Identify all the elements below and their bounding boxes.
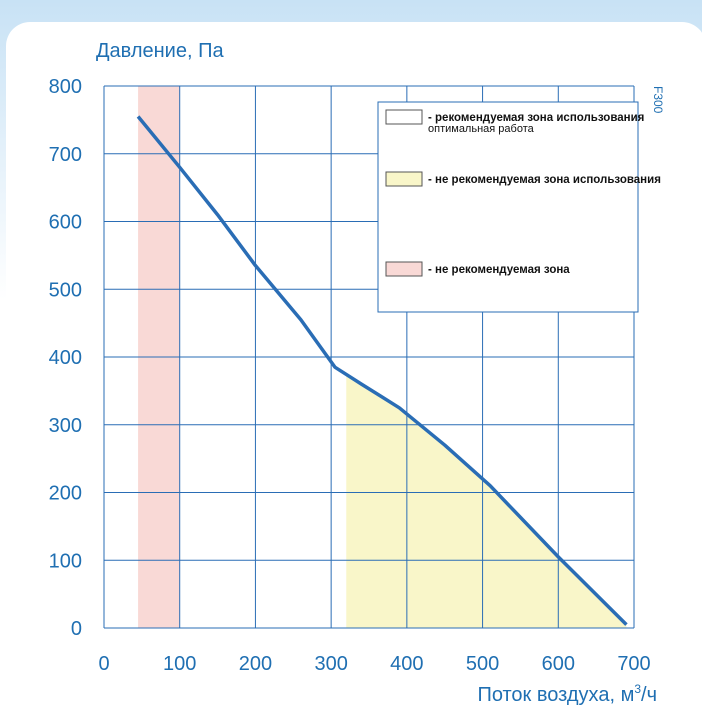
x-tick-label: 400 xyxy=(390,653,423,675)
x-axis-label-sup: 3 xyxy=(634,682,641,696)
y-tick-label: 200 xyxy=(49,483,82,505)
model-label: F300 xyxy=(651,86,665,114)
y-tick-label: 700 xyxy=(49,144,82,166)
x-tick-label: 0 xyxy=(98,653,109,675)
y-axis-label: Давление, Па xyxy=(96,40,224,62)
legend-box xyxy=(377,101,639,313)
x-axis-label: Поток воздуха, м3/ч xyxy=(477,682,657,706)
x-tick-label: 500 xyxy=(466,653,499,675)
y-tick-label: 100 xyxy=(49,550,82,572)
x-axis-label-main: Поток воздуха, м xyxy=(477,684,634,706)
legend-swatch-recommended xyxy=(385,109,423,125)
y-tick-label: 500 xyxy=(49,279,82,301)
y-tick-label: 400 xyxy=(49,347,82,369)
legend: - рекомендуемая зона использования оптим… xyxy=(377,101,661,313)
legend-item-recommended: - рекомендуемая зона использования оптим… xyxy=(428,112,648,135)
legend-item-limited: - не рекомендуемая зона использования xyxy=(428,174,661,186)
x-tick-label: 300 xyxy=(314,653,347,675)
legend-item-overheat: - не рекомендуемая зона xyxy=(428,264,570,276)
curve-layer xyxy=(136,115,628,626)
zone-limited xyxy=(346,374,627,628)
legend-swatch-overheat xyxy=(385,261,423,277)
y-tick-label: 800 xyxy=(49,76,82,98)
y-tick-label: 600 xyxy=(49,212,82,234)
x-tick-label: 200 xyxy=(239,653,272,675)
pressure-curve-line xyxy=(136,115,628,626)
x-axis-label-tail: /ч xyxy=(641,684,657,706)
x-tick-label: 700 xyxy=(617,653,650,675)
ticks-layer: 0 100 200 300 400 500 600 700 0 100 200 300 400 500 60… xyxy=(49,76,651,675)
x-tick-label: 600 xyxy=(542,653,575,675)
y-tick-label: 0 xyxy=(71,618,82,640)
x-tick-label: 100 xyxy=(163,653,196,675)
y-tick-label: 300 xyxy=(49,415,82,437)
legend-swatch-limited xyxy=(385,171,423,187)
